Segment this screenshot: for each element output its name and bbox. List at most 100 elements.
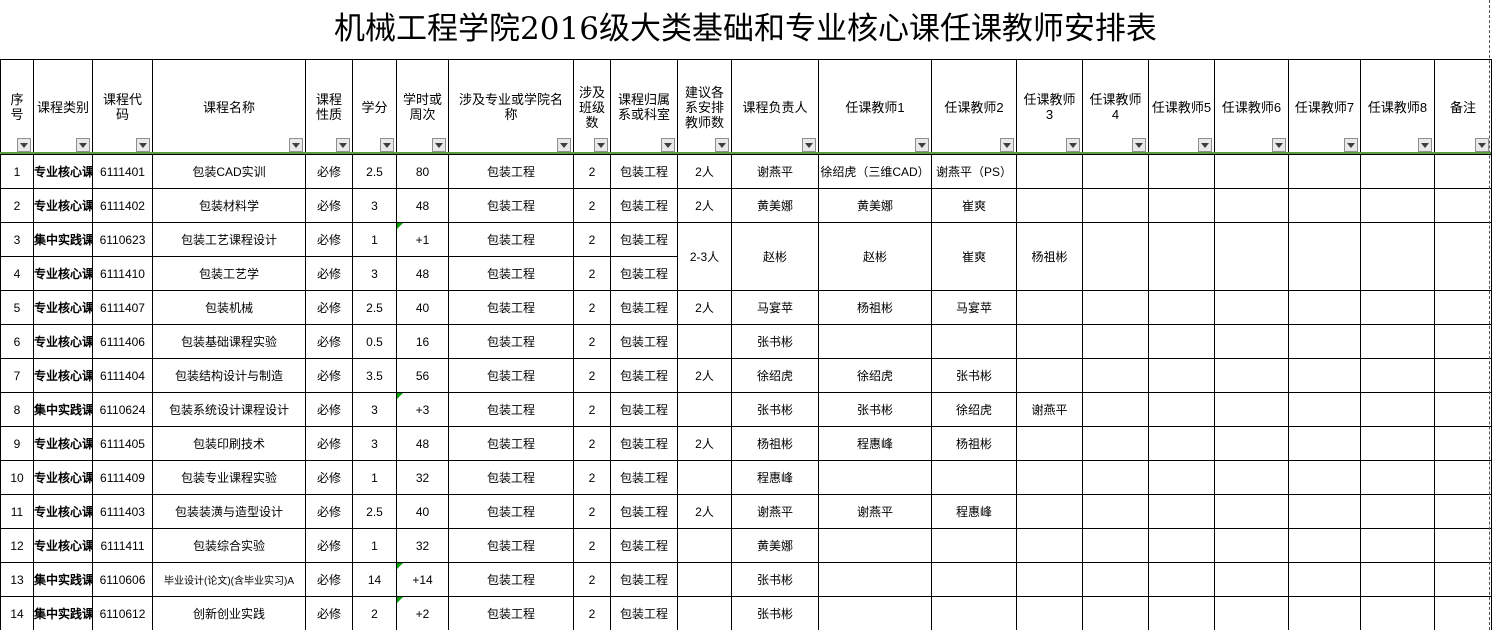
cell[interactable]: 2: [573, 358, 611, 393]
cell[interactable]: 专业核心课: [33, 460, 93, 495]
cell[interactable]: 包装CAD实训: [152, 154, 306, 189]
cell[interactable]: 必修: [305, 460, 353, 495]
cell[interactable]: 集中实践课: [33, 596, 93, 630]
column-header[interactable]: 课程负责人: [731, 59, 819, 155]
column-header[interactable]: 备注: [1434, 59, 1492, 155]
filter-dropdown-button[interactable]: [661, 138, 675, 152]
cell[interactable]: [818, 460, 932, 495]
filter-dropdown-button[interactable]: [336, 138, 350, 152]
filter-dropdown-button[interactable]: [1000, 138, 1014, 152]
cell[interactable]: 1: [352, 222, 397, 257]
cell[interactable]: 3: [352, 426, 397, 461]
cell[interactable]: 包装工程: [448, 528, 574, 563]
column-header[interactable]: 任课教师5: [1148, 59, 1215, 155]
cell[interactable]: 包装工程: [610, 324, 678, 359]
cell[interactable]: 徐绍虎: [731, 358, 819, 393]
cell[interactable]: 包装工程: [448, 154, 574, 189]
cell[interactable]: [677, 392, 732, 427]
filter-dropdown-button[interactable]: [915, 138, 929, 152]
cell[interactable]: 56: [396, 358, 449, 393]
cell[interactable]: 48: [396, 256, 449, 291]
cell[interactable]: [1148, 290, 1215, 325]
cell[interactable]: 谢燕平（PS）: [931, 154, 1017, 189]
cell[interactable]: [1360, 426, 1435, 461]
column-header[interactable]: 学分: [352, 59, 397, 155]
cell[interactable]: [818, 562, 932, 597]
cell[interactable]: 2: [0, 188, 34, 223]
cell[interactable]: 杨祖彬: [731, 426, 819, 461]
cell[interactable]: [1148, 596, 1215, 630]
cell[interactable]: 杨祖彬: [931, 426, 1017, 461]
cell[interactable]: 3: [352, 188, 397, 223]
cell[interactable]: [931, 562, 1017, 597]
cell[interactable]: 徐绍虎: [931, 392, 1017, 427]
cell[interactable]: 6111410: [92, 256, 153, 291]
cell[interactable]: 48: [396, 426, 449, 461]
column-header[interactable]: 课程归属 系或科室: [610, 59, 678, 155]
cell[interactable]: 包装工程: [610, 494, 678, 529]
filter-dropdown-button[interactable]: [1418, 138, 1432, 152]
cell[interactable]: 包装工程: [610, 528, 678, 563]
cell[interactable]: 6110606: [92, 562, 153, 597]
cell[interactable]: [1082, 596, 1149, 630]
cell[interactable]: 包装工程: [610, 426, 678, 461]
cell[interactable]: 10: [0, 460, 34, 495]
cell[interactable]: [1214, 460, 1289, 495]
cell[interactable]: 2: [573, 392, 611, 427]
cell[interactable]: [1082, 460, 1149, 495]
cell[interactable]: 3: [352, 392, 397, 427]
filter-dropdown-button[interactable]: [594, 138, 608, 152]
cell[interactable]: 包装工程: [448, 596, 574, 630]
cell[interactable]: 包装工程: [610, 562, 678, 597]
cell[interactable]: 5: [0, 290, 34, 325]
cell[interactable]: 黄美娜: [731, 528, 819, 563]
cell[interactable]: [1016, 358, 1083, 393]
cell[interactable]: 集中实践课: [33, 222, 93, 257]
cell[interactable]: 专业核心课: [33, 528, 93, 563]
cell-with-error-indicator[interactable]: +14: [396, 562, 449, 597]
cell[interactable]: 包装印刷技术: [152, 426, 306, 461]
column-header[interactable]: 任课教师8: [1360, 59, 1435, 155]
cell[interactable]: [1360, 358, 1435, 393]
cell[interactable]: 张书彬: [818, 392, 932, 427]
cell[interactable]: 包装工程: [610, 222, 678, 257]
cell[interactable]: 0.5: [352, 324, 397, 359]
filter-dropdown-button[interactable]: [76, 138, 90, 152]
cell[interactable]: [1148, 494, 1215, 529]
cell[interactable]: [1214, 222, 1289, 291]
column-header[interactable]: 任课教师1: [818, 59, 932, 155]
column-header[interactable]: 建议各 系安排 教师数: [677, 59, 732, 155]
column-header[interactable]: 序 号: [0, 59, 34, 155]
cell[interactable]: 毕业设计(论文)(含毕业实习)A: [152, 562, 306, 597]
cell[interactable]: [1360, 290, 1435, 325]
cell[interactable]: 张书彬: [731, 324, 819, 359]
cell[interactable]: [818, 528, 932, 563]
filter-dropdown-button[interactable]: [136, 138, 150, 152]
cell[interactable]: 专业核心课: [33, 290, 93, 325]
cell[interactable]: 2: [573, 154, 611, 189]
cell[interactable]: [677, 324, 732, 359]
cell[interactable]: 包装材料学: [152, 188, 306, 223]
cell[interactable]: [1360, 460, 1435, 495]
cell[interactable]: [1434, 392, 1492, 427]
cell[interactable]: 32: [396, 460, 449, 495]
column-header[interactable]: 任课教师2: [931, 59, 1017, 155]
cell[interactable]: [1288, 154, 1361, 189]
cell[interactable]: 3.5: [352, 358, 397, 393]
filter-dropdown-button[interactable]: [1475, 138, 1489, 152]
filter-dropdown-button[interactable]: [432, 138, 446, 152]
cell[interactable]: [1360, 188, 1435, 223]
cell[interactable]: [1214, 392, 1289, 427]
cell[interactable]: 专业核心课: [33, 324, 93, 359]
cell[interactable]: 包装工程: [610, 460, 678, 495]
cell[interactable]: 必修: [305, 358, 353, 393]
cell[interactable]: 6: [0, 324, 34, 359]
cell[interactable]: 谢燕平: [731, 154, 819, 189]
cell[interactable]: 9: [0, 426, 34, 461]
cell[interactable]: [1082, 528, 1149, 563]
cell[interactable]: [1082, 324, 1149, 359]
cell[interactable]: [1288, 358, 1361, 393]
cell[interactable]: [931, 528, 1017, 563]
cell[interactable]: [1288, 392, 1361, 427]
cell[interactable]: 80: [396, 154, 449, 189]
